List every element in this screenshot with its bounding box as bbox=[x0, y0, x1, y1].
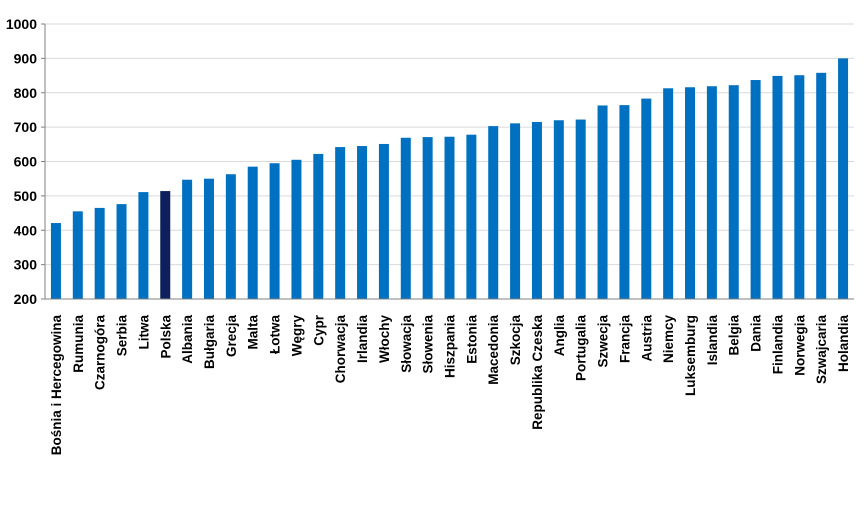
bars bbox=[50, 58, 849, 299]
bar bbox=[357, 146, 368, 299]
x-tick-label: Bułgaria bbox=[202, 315, 217, 370]
x-tick-label: Belgia bbox=[727, 315, 742, 356]
bar bbox=[444, 136, 455, 299]
bar bbox=[247, 166, 258, 299]
bar bbox=[313, 153, 324, 299]
x-tick-label: Dania bbox=[749, 315, 764, 352]
bar bbox=[422, 137, 433, 299]
x-tick-label: Finlandia bbox=[770, 315, 785, 375]
x-tick-label: Francja bbox=[617, 315, 632, 364]
bar bbox=[466, 134, 477, 299]
x-tick-label: Republika Czeska bbox=[530, 315, 545, 430]
x-tick-label: Szwecja bbox=[596, 315, 611, 368]
bar bbox=[553, 120, 564, 299]
bar bbox=[816, 72, 827, 299]
x-tick-label: Litwa bbox=[136, 315, 151, 350]
bar bbox=[794, 75, 805, 299]
bar bbox=[838, 58, 849, 299]
bar bbox=[597, 105, 608, 299]
x-tick-label: Cypr bbox=[311, 314, 326, 346]
bar bbox=[291, 159, 302, 299]
bar bbox=[203, 178, 214, 299]
x-tick-label: Malta bbox=[246, 315, 261, 350]
bar bbox=[706, 86, 717, 299]
bar bbox=[575, 119, 586, 299]
bar bbox=[138, 192, 149, 299]
x-tick-label: Serbia bbox=[115, 315, 130, 357]
y-tick-label: 600 bbox=[14, 154, 38, 170]
x-tick-label: Bośnia i Hercegowina bbox=[49, 315, 64, 456]
y-tick-label: 1000 bbox=[6, 16, 37, 32]
x-tick-label: Norwegia bbox=[792, 315, 807, 376]
x-tick-label: Włochy bbox=[377, 315, 392, 363]
y-tick-label: 200 bbox=[14, 291, 38, 307]
bar bbox=[225, 174, 236, 299]
y-axis: 200 300 400 500 600 700 800 900 1000 bbox=[6, 16, 46, 307]
bar bbox=[269, 163, 280, 299]
bar bbox=[116, 204, 127, 299]
bar bbox=[94, 207, 105, 299]
x-tick-label: Chorwacja bbox=[333, 315, 348, 384]
x-tick-label: Czarnogóra bbox=[93, 315, 108, 391]
x-tick-label: Islandia bbox=[705, 315, 720, 366]
x-tick-label: Hiszpania bbox=[443, 315, 458, 379]
bar bbox=[750, 80, 761, 299]
x-tick-label: Szwajcaria bbox=[814, 315, 829, 385]
bar bbox=[400, 137, 411, 299]
bar bbox=[160, 191, 171, 299]
x-tick-label: Irlandia bbox=[355, 315, 370, 364]
x-tick-label: Szkocja bbox=[508, 315, 523, 366]
bar bbox=[182, 179, 193, 299]
x-tick-label: Luksemburg bbox=[683, 315, 698, 396]
x-tick-label: Estonia bbox=[464, 315, 479, 364]
x-tick-label: Austria bbox=[639, 315, 654, 362]
bar bbox=[510, 123, 521, 299]
x-tick-label: Polska bbox=[158, 315, 173, 359]
x-tick-label: Słowacja bbox=[399, 315, 414, 373]
bar bbox=[378, 143, 389, 299]
x-axis-labels: Bośnia i Hercegowina Rumunia Czarnogóra Ser… bbox=[49, 314, 851, 455]
x-tick-label: Słowenia bbox=[421, 315, 436, 374]
bar bbox=[663, 88, 674, 299]
x-tick-label: Holandia bbox=[836, 315, 851, 372]
bar bbox=[335, 147, 346, 299]
bar bbox=[531, 121, 542, 299]
bar bbox=[772, 75, 783, 299]
bar bbox=[72, 211, 83, 299]
x-tick-label: Macedonia bbox=[486, 315, 501, 385]
x-tick-label: Portugalia bbox=[574, 315, 589, 382]
x-tick-label: Węgry bbox=[289, 315, 304, 357]
x-tick-label: Anglia bbox=[552, 315, 567, 357]
x-tick-label: Grecja bbox=[224, 315, 239, 358]
x-tick-label: Rumunia bbox=[71, 315, 86, 373]
y-tick-label: 900 bbox=[14, 50, 38, 66]
x-tick-label: Łotwa bbox=[268, 315, 283, 354]
y-tick-label: 300 bbox=[14, 257, 38, 273]
y-tick-label: 500 bbox=[14, 188, 38, 204]
y-tick-label: 800 bbox=[14, 85, 38, 101]
bar bbox=[641, 98, 652, 299]
bar bbox=[488, 126, 499, 299]
bar bbox=[728, 85, 739, 299]
y-tick-label: 700 bbox=[14, 119, 38, 135]
bar bbox=[50, 223, 61, 299]
x-tick-label: Albania bbox=[180, 315, 195, 364]
y-tick-label: 400 bbox=[14, 222, 38, 238]
bar bbox=[619, 105, 630, 299]
bar bbox=[685, 87, 696, 299]
x-tick-label: Niemcy bbox=[661, 315, 676, 364]
